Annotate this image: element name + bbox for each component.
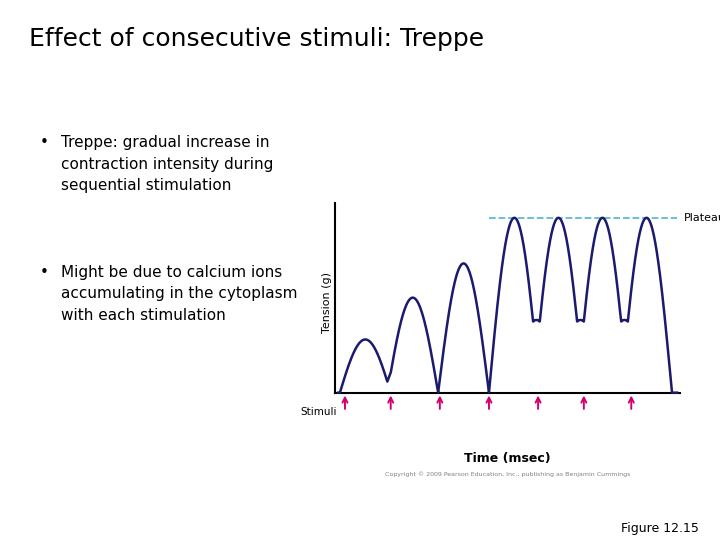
Text: Stimuli: Stimuli [300, 407, 336, 417]
Text: Plateau: Plateau [684, 213, 720, 223]
Text: Might be due to calcium ions
accumulating in the cytoplasm
with each stimulation: Might be due to calcium ions accumulatin… [61, 265, 297, 323]
Text: •: • [40, 135, 48, 150]
Text: •: • [40, 265, 48, 280]
Text: Effect of consecutive stimuli: Treppe: Effect of consecutive stimuli: Treppe [29, 27, 484, 51]
Text: Figure 12.15: Figure 12.15 [621, 522, 698, 535]
Text: Copyright © 2009 Pearson Education, Inc., publishing as Benjamin Cummings: Copyright © 2009 Pearson Education, Inc.… [385, 471, 630, 477]
Text: Treppe: gradual increase in
contraction intensity during
sequential stimulation: Treppe: gradual increase in contraction … [61, 135, 274, 193]
Y-axis label: Tension (g): Tension (g) [322, 272, 332, 333]
Text: Time (msec): Time (msec) [464, 452, 551, 465]
